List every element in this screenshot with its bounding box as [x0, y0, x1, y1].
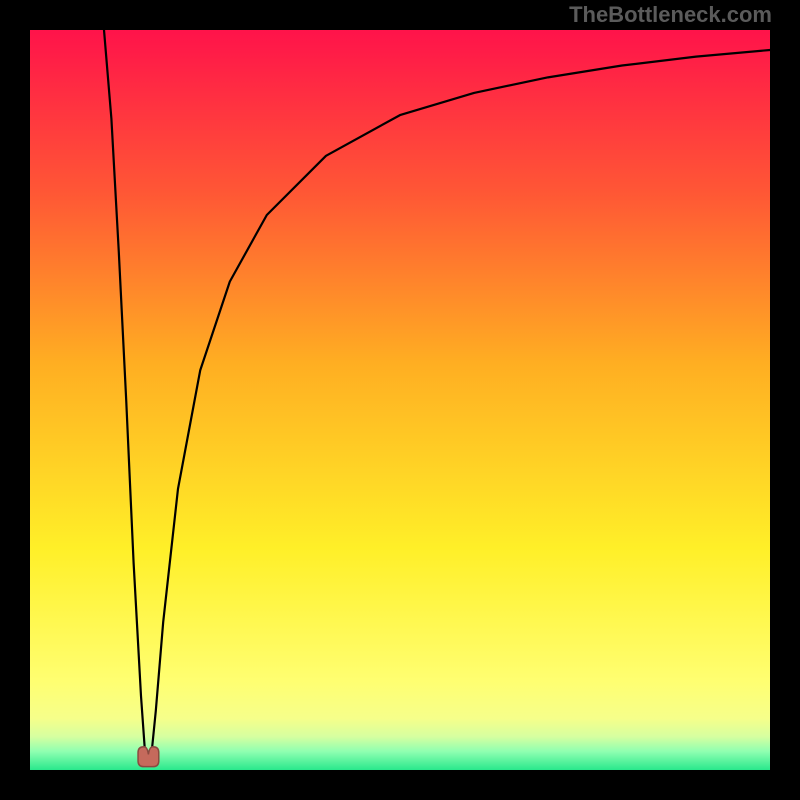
plot-area	[30, 30, 770, 770]
plot-svg	[30, 30, 770, 770]
watermark-text: TheBottleneck.com	[569, 2, 772, 28]
chart-root: TheBottleneck.com	[0, 0, 800, 800]
heatmap-background	[30, 30, 770, 770]
